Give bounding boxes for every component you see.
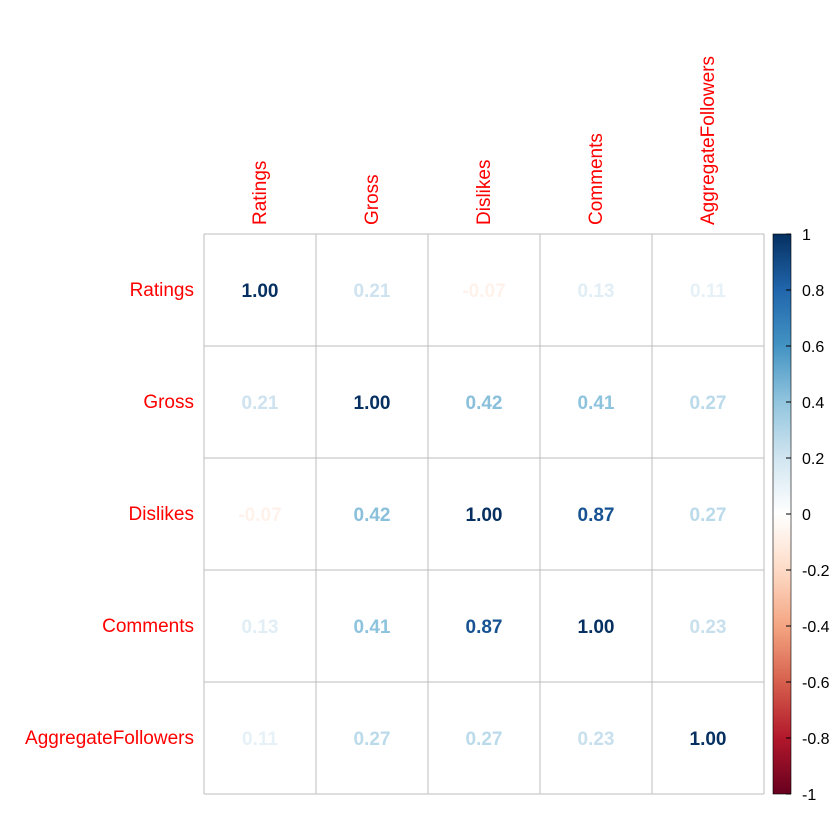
cell-value: 0.13 xyxy=(578,281,615,302)
colorbar-tick-label: 0.4 xyxy=(802,395,824,412)
cell-value: 0.27 xyxy=(354,729,391,750)
cell-value: 0.21 xyxy=(242,393,279,414)
row-label: Dislikes xyxy=(129,504,194,525)
cell-value: 1.00 xyxy=(466,505,503,526)
colorbar-tick-label: -0.4 xyxy=(802,619,830,636)
cell-value: 0.87 xyxy=(578,505,615,526)
colorbar-tick-label: 0.6 xyxy=(802,339,824,356)
cell-value: 1.00 xyxy=(242,281,279,302)
colorbar-tick-label: 1 xyxy=(802,227,811,244)
row-label: AggregateFollowers xyxy=(25,728,194,749)
cell-value: -0.07 xyxy=(462,281,505,302)
cell-value: -0.07 xyxy=(238,505,281,526)
cell-value: 0.42 xyxy=(354,505,391,526)
column-label: AggregateFollowers xyxy=(698,56,719,225)
column-label: Dislikes xyxy=(474,160,495,225)
colorbar-tick-label: -1 xyxy=(802,787,816,804)
cell-value: 1.00 xyxy=(690,729,727,750)
cell-value: 0.23 xyxy=(690,617,727,638)
row-label: Gross xyxy=(143,392,194,413)
column-label: Ratings xyxy=(250,161,271,225)
cell-value: 0.11 xyxy=(690,281,726,302)
colorbar-tick-label: -0.6 xyxy=(802,675,830,692)
cell-value: 0.27 xyxy=(690,505,727,526)
colorbar xyxy=(773,234,791,794)
colorbar-tick-label: -0.2 xyxy=(802,563,830,580)
cell-value: 0.21 xyxy=(354,281,391,302)
column-label: Comments xyxy=(586,133,607,225)
cell-value: 1.00 xyxy=(354,393,391,414)
cell-value: 0.11 xyxy=(242,729,278,750)
colorbar-tick-label: 0.2 xyxy=(802,451,824,468)
row-label: Comments xyxy=(102,616,194,637)
cell-value: 0.41 xyxy=(354,617,391,638)
cell-value: 0.13 xyxy=(242,617,279,638)
cell-value: 0.87 xyxy=(466,617,503,638)
colorbar-tick-label: 0 xyxy=(802,507,811,524)
column-label: Gross xyxy=(362,174,383,225)
colorbar-tick-label: -0.8 xyxy=(802,731,830,748)
cell-value: 1.00 xyxy=(578,617,615,638)
cell-value: 0.27 xyxy=(690,393,727,414)
cell-value: 0.27 xyxy=(466,729,503,750)
cell-value: 0.41 xyxy=(578,393,615,414)
cell-value: 0.23 xyxy=(578,729,615,750)
row-label: Ratings xyxy=(130,280,194,301)
colorbar-tick-label: 0.8 xyxy=(802,283,824,300)
cell-value: 0.42 xyxy=(466,393,503,414)
